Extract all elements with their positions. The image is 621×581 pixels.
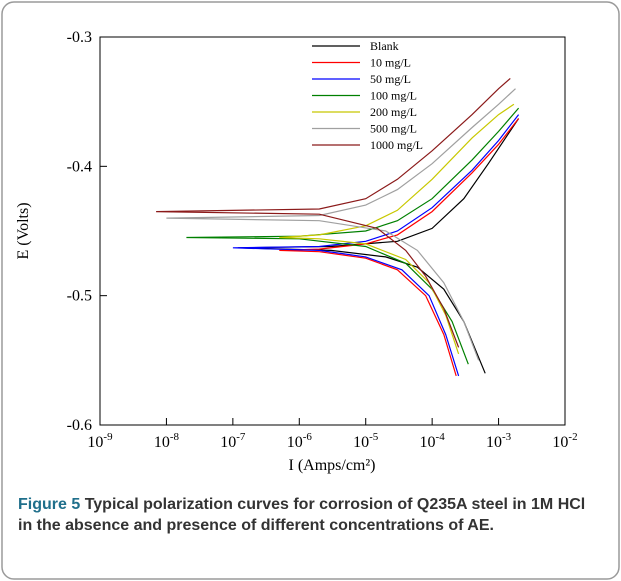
x-tick-label: 10-8	[154, 431, 180, 451]
y-tick-label: -0.6	[67, 417, 92, 434]
series-line	[166, 88, 516, 361]
series-line	[186, 107, 520, 365]
legend-label: 500 mg/L	[370, 122, 417, 136]
legend-label: 100 mg/L	[370, 89, 417, 103]
caption: Figure 5 Typical polarization curves for…	[18, 494, 603, 536]
x-tick-label: 10-4	[420, 431, 446, 451]
y-tick-label: -0.4	[67, 158, 92, 175]
plot-area	[99, 36, 566, 426]
x-tick-label: 10-9	[87, 431, 113, 451]
series-line	[238, 118, 520, 374]
series-line	[279, 103, 515, 355]
x-tick-label: 10-2	[552, 431, 577, 451]
x-tick-label: 10-5	[353, 431, 379, 451]
x-tick-label: 10-3	[486, 431, 512, 451]
legend-label: Blank	[370, 39, 399, 53]
legend-label: 200 mg/L	[370, 105, 417, 119]
x-axis-label: I (Amps/cm²)	[289, 457, 376, 474]
series-line	[156, 77, 511, 348]
y-tick-label: -0.5	[67, 288, 92, 305]
caption-text: Typical polarization curves for corrosio…	[18, 496, 586, 534]
legend-label: 50 mg/L	[370, 72, 411, 86]
legend-label: 10 mg/L	[370, 56, 411, 70]
caption-label: Figure 5	[18, 496, 81, 513]
series-line	[232, 114, 520, 377]
x-tick-label: 10-6	[287, 431, 313, 451]
x-tick-label: 10-7	[220, 431, 246, 451]
y-tick-label: -0.3	[67, 29, 92, 46]
legend-label: 1000 mg/L	[370, 138, 423, 152]
y-axis-label: E (Volts)	[15, 202, 32, 259]
